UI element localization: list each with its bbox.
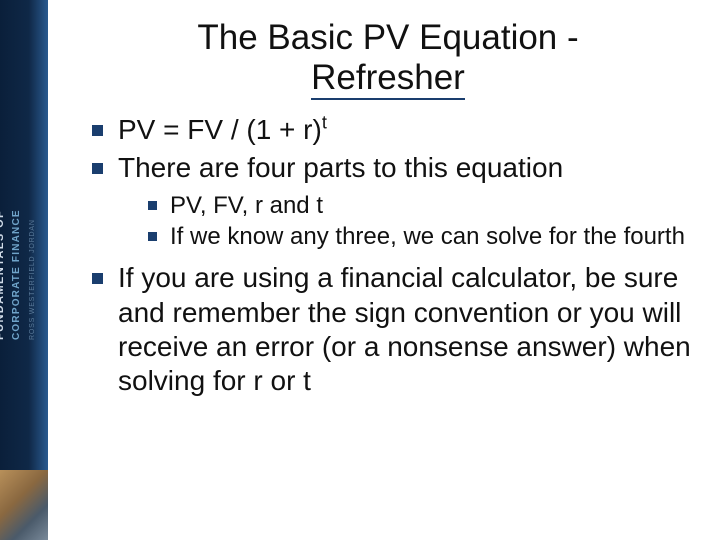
- slide-title: The Basic PV Equation - Refresher: [84, 18, 692, 99]
- spine-authors: ROSS WESTERFIELD JORDAN: [29, 219, 36, 340]
- spine-cover-image: [0, 470, 48, 540]
- bullet-item: There are four parts to this equation PV…: [92, 151, 692, 252]
- bullet-text: If you are using a financial calculator,…: [118, 262, 691, 395]
- bullet-text: There are four parts to this equation: [118, 152, 563, 183]
- sub-bullet-text: If we know any three, we can solve for t…: [170, 223, 685, 250]
- sub-bullet-text: PV, FV, r and t: [170, 192, 323, 219]
- equation-text: PV = FV / (1 + r): [118, 114, 322, 145]
- bullet-list: PV = FV / (1 + r)t There are four parts …: [84, 113, 692, 398]
- title-line2: Refresher: [311, 58, 465, 100]
- sub-bullet-list: PV, FV, r and t If we know any three, we…: [118, 191, 692, 252]
- spine-title-line2: CORPORATE FINANCE: [11, 209, 22, 340]
- equation-superscript: t: [322, 112, 327, 132]
- title-line1: The Basic PV Equation -: [197, 18, 578, 57]
- bullet-item: If you are using a financial calculator,…: [92, 261, 692, 398]
- book-spine-sidebar: FUNDAMENTALS OF CORPORATE FINANCE ROSS W…: [0, 0, 48, 540]
- bullet-item: PV = FV / (1 + r)t: [92, 113, 692, 147]
- slide-content: The Basic PV Equation - Refresher PV = F…: [48, 0, 720, 540]
- sub-bullet-item: PV, FV, r and t: [148, 191, 692, 220]
- sub-bullet-item: If we know any three, we can solve for t…: [148, 222, 692, 251]
- spine-title-line1: FUNDAMENTALS OF: [0, 210, 6, 340]
